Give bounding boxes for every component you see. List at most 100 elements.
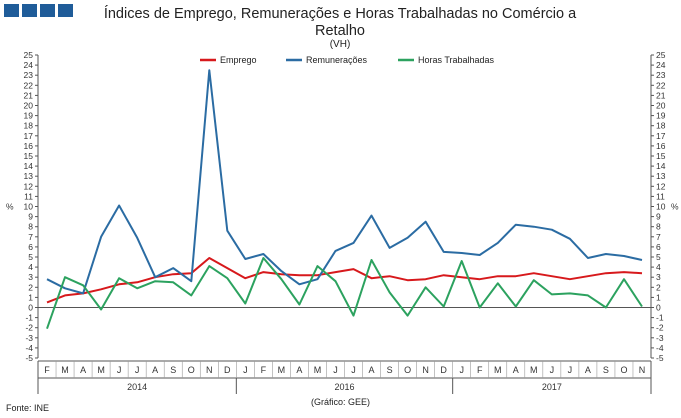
x-tick-label: A xyxy=(296,365,302,375)
x-tick-label: J xyxy=(333,365,338,375)
y-tick-label-left: 20 xyxy=(24,101,34,111)
y-tick-label-right: -3 xyxy=(656,333,664,343)
x-tick-label: J xyxy=(351,365,356,375)
x-tick-label: F xyxy=(261,365,267,375)
y-tick-label-left: 4 xyxy=(28,262,33,272)
logo-block xyxy=(22,4,37,17)
y-tick-label-left: -2 xyxy=(25,323,33,333)
y-tick-label-right: 18 xyxy=(656,121,666,131)
x-tick-label: J xyxy=(550,365,555,375)
y-tick-label-left: 14 xyxy=(24,161,34,171)
x-tick-label: A xyxy=(585,365,591,375)
y-tick-label-left: 1 xyxy=(28,292,33,302)
x-tick-label: S xyxy=(387,365,393,375)
year-label: 2016 xyxy=(334,382,354,392)
y-tick-label-right: -2 xyxy=(656,323,664,333)
y-tick-label-right: 7 xyxy=(656,232,661,242)
x-tick-label: F xyxy=(477,365,483,375)
y-tick-label-left: 7 xyxy=(28,232,33,242)
y-axis-label-left: % xyxy=(6,202,14,212)
y-tick-label-right: 16 xyxy=(656,141,666,151)
x-tick-label: M xyxy=(530,365,538,375)
y-tick-label-left: 25 xyxy=(24,50,34,60)
x-tick-label: O xyxy=(404,365,411,375)
y-tick-label-right: 13 xyxy=(656,171,666,181)
x-tick-label: M xyxy=(97,365,105,375)
x-tick-label: A xyxy=(369,365,375,375)
x-tick-label: O xyxy=(188,365,195,375)
y-tick-label-left: 19 xyxy=(24,111,34,121)
x-tick-label: N xyxy=(422,365,429,375)
y-tick-label-right: 22 xyxy=(656,80,666,90)
y-tick-label-right: 19 xyxy=(656,111,666,121)
y-tick-label-right: -4 xyxy=(656,343,664,353)
x-tick-label: S xyxy=(170,365,176,375)
x-tick-label: M xyxy=(278,365,286,375)
y-tick-label-right: 2 xyxy=(656,282,661,292)
y-tick-label-left: 15 xyxy=(24,151,34,161)
x-tick-label: D xyxy=(224,365,231,375)
y-tick-label-right: 1 xyxy=(656,292,661,302)
x-tick-label: J xyxy=(117,365,122,375)
logo-block xyxy=(4,4,19,17)
x-tick-label: J xyxy=(568,365,573,375)
x-tick-label: O xyxy=(620,365,627,375)
y-tick-label-left: 2 xyxy=(28,282,33,292)
y-tick-label-right: 9 xyxy=(656,212,661,222)
chart-credit: (Gráfico: GEE) xyxy=(310,397,370,407)
y-tick-label-right: 0 xyxy=(656,303,661,313)
y-tick-label-right: 15 xyxy=(656,151,666,161)
x-tick-label: N xyxy=(639,365,646,375)
y-tick-label-right: 24 xyxy=(656,60,666,70)
x-tick-label: M xyxy=(314,365,322,375)
y-tick-label-left: 5 xyxy=(28,252,33,262)
x-tick-label: D xyxy=(440,365,447,375)
y-tick-label-left: -3 xyxy=(25,333,33,343)
y-tick-label-left: 22 xyxy=(24,80,34,90)
series-line-0 xyxy=(46,257,643,304)
y-tick-label-left: 16 xyxy=(24,141,34,151)
y-tick-label-left: 0 xyxy=(28,303,33,313)
y-tick-label-left: 6 xyxy=(28,242,33,252)
y-tick-label-right: 14 xyxy=(656,161,666,171)
y-tick-label-left: 8 xyxy=(28,222,33,232)
x-tick-label: A xyxy=(513,365,519,375)
legend-label: Remunerações xyxy=(306,55,368,65)
y-tick-label-left: 23 xyxy=(24,70,34,80)
x-tick-label: J xyxy=(459,365,464,375)
y-tick-label-right: 3 xyxy=(656,272,661,282)
legend-label: Emprego xyxy=(220,55,257,65)
y-tick-label-left: 17 xyxy=(24,131,34,141)
y-tick-label-left: 12 xyxy=(24,181,34,191)
x-tick-label: J xyxy=(135,365,140,375)
y-tick-label-left: 9 xyxy=(28,212,33,222)
y-tick-label-right: 6 xyxy=(656,242,661,252)
y-tick-label-right: 20 xyxy=(656,101,666,111)
chart-subtitle: (VH) xyxy=(329,39,351,50)
x-tick-label: A xyxy=(80,365,86,375)
y-tick-label-left: 18 xyxy=(24,121,34,131)
y-axis-label-right: % xyxy=(671,202,679,212)
y-tick-label-left: -4 xyxy=(25,343,33,353)
x-tick-label: M xyxy=(61,365,69,375)
y-tick-label-right: -1 xyxy=(656,313,664,323)
y-tick-label-left: 13 xyxy=(24,171,34,181)
x-tick-label: J xyxy=(243,365,248,375)
y-tick-label-right: 17 xyxy=(656,131,666,141)
logo-block xyxy=(58,4,73,17)
y-tick-label-right: 25 xyxy=(656,50,666,60)
series-line-2 xyxy=(46,257,643,330)
year-label: 2017 xyxy=(542,382,562,392)
y-tick-label-right: 10 xyxy=(656,202,666,212)
y-tick-label-left: 21 xyxy=(24,90,34,100)
y-tick-label-right: 4 xyxy=(656,262,661,272)
y-tick-label-left: 3 xyxy=(28,272,33,282)
y-tick-label-left: 24 xyxy=(24,60,34,70)
y-tick-label-right: 12 xyxy=(656,181,666,191)
y-tick-label-right: -5 xyxy=(656,353,664,363)
y-tick-label-left: -5 xyxy=(25,353,33,363)
legend-label: Horas Trabalhadas xyxy=(418,55,495,65)
y-tick-label-left: -1 xyxy=(25,313,33,323)
year-label: 2014 xyxy=(127,382,147,392)
